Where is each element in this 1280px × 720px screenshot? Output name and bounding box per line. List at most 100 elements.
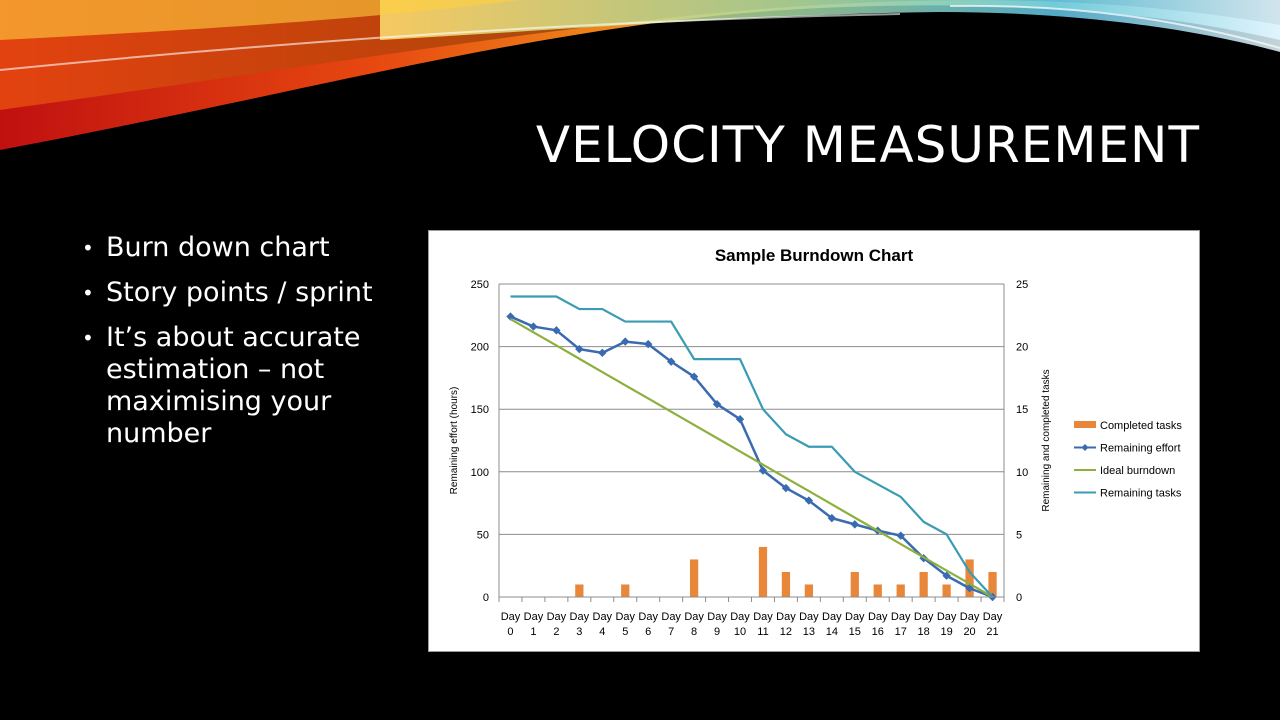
x-tick-label: Day	[730, 611, 750, 623]
x-tick-label: Day	[615, 611, 635, 623]
x-tick-label: Day	[891, 611, 911, 623]
remaining-effort-marker	[965, 584, 974, 593]
y2-tick-label: 25	[1016, 279, 1028, 291]
remaining-effort-marker	[689, 372, 699, 381]
burndown-chart: Sample Burndown Chart 0 50 100 150 200 250 0 5 1…	[428, 230, 1200, 652]
y2-tick-label: 20	[1016, 342, 1028, 354]
remaining-effort-marker	[735, 415, 745, 424]
completed-tasks-bar	[781, 571, 791, 597]
y2-tick-label: 0	[1016, 592, 1022, 604]
completed-tasks-bar	[965, 559, 974, 597]
y-tick-label: 0	[483, 592, 489, 604]
completed-tasks-bar	[575, 584, 584, 597]
bullet-list: Burn down chart Story points / sprint It…	[82, 232, 402, 463]
completed-tasks-bars	[575, 546, 997, 597]
bullet-item: It’s about accurate estimation – not max…	[82, 322, 402, 450]
legend-swatch	[1074, 421, 1096, 428]
x-tick-label: 19	[940, 626, 952, 638]
chart-svg: Sample Burndown Chart 0 50 100 150 200 250 0 5 1…	[449, 246, 1182, 638]
axes: 0 50 100 150 200 250 0 5 10 15 20 25 Day 0 Day 1 Day 2 Day…	[449, 279, 1052, 638]
ideal-burndown-line	[509, 318, 994, 598]
x-tick-label: 2	[553, 626, 559, 638]
x-tick-label: Day	[524, 611, 544, 623]
x-tick-label: Day	[845, 611, 865, 623]
x-tick-label: Day	[799, 611, 819, 623]
y2-tick-label: 5	[1016, 529, 1022, 541]
legend-label: Remaining effort	[1100, 443, 1181, 455]
bullet-item: Story points / sprint	[82, 277, 402, 309]
x-tick-label: 14	[826, 626, 838, 638]
x-tick-label: 13	[803, 626, 815, 638]
legend-label: Remaining tasks	[1100, 488, 1182, 500]
completed-tasks-bar	[873, 584, 882, 597]
x-tick-label: 4	[599, 626, 605, 638]
x-tick-label: Day	[547, 611, 567, 623]
x-tick-label: 10	[734, 626, 746, 638]
x-tick-label: Day	[501, 611, 521, 623]
decorative-swoosh	[0, 0, 1280, 150]
completed-tasks-bar	[758, 546, 768, 597]
legend-label: Ideal burndown	[1100, 465, 1175, 477]
x-tick-label: 17	[895, 626, 907, 638]
completed-tasks-bar	[988, 571, 997, 597]
y-tick-label: 200	[471, 342, 489, 354]
x-tick-label: 12	[780, 626, 792, 638]
y-tick-label: 250	[471, 279, 489, 291]
y2-tick-label: 15	[1016, 404, 1028, 416]
x-tick-label: Day	[822, 611, 842, 623]
x-tick-label: Day	[868, 611, 888, 623]
x-tick-label: Day	[707, 611, 727, 623]
x-tick-label: Day	[776, 611, 796, 623]
x-tick-label: 3	[576, 626, 582, 638]
y2-tick-label: 10	[1016, 467, 1028, 479]
x-tick-label: 5	[622, 626, 628, 638]
completed-tasks-bar	[850, 571, 859, 597]
x-tick-label: 7	[668, 626, 674, 638]
x-tick-label: Day	[753, 611, 773, 623]
remaining-tasks-line	[510, 295, 994, 598]
y-axis-title: Remaining effort (hours)	[449, 387, 460, 495]
y-tick-label: 50	[477, 529, 489, 541]
x-tick-label: Day	[914, 611, 934, 623]
remaining-effort-line	[509, 315, 993, 599]
y2-axis-title: Remaining and completed tasks	[1041, 369, 1052, 511]
completed-tasks-bar	[896, 584, 905, 597]
completed-tasks-bar	[804, 584, 814, 597]
x-tick-label: Day	[684, 611, 704, 623]
x-tick-label: 18	[918, 626, 930, 638]
completed-tasks-bar	[621, 584, 630, 597]
x-tick-label: Day	[960, 611, 980, 623]
slide-title: VELOCITY MEASUREMENT	[535, 116, 1200, 174]
legend: Completed tasks Remaining effort Ideal bur…	[1074, 420, 1182, 500]
x-tick-label: Day	[983, 611, 1003, 623]
completed-tasks-bar	[942, 584, 951, 597]
x-tick-label: 20	[963, 626, 975, 638]
remaining-effort-marker	[850, 520, 859, 529]
x-tick-label: 21	[986, 626, 998, 638]
completed-tasks-bar	[689, 559, 699, 597]
x-tick-label: 1	[530, 626, 536, 638]
chart-title: Sample Burndown Chart	[715, 246, 914, 265]
remaining-effort-marker	[621, 337, 630, 346]
x-tick-label: 15	[849, 626, 861, 638]
x-tick-label: Day	[593, 611, 613, 623]
x-tick-label: Day	[661, 611, 681, 623]
x-tick-label: 16	[872, 626, 884, 638]
x-tick-label: Day	[638, 611, 658, 623]
legend-marker	[1081, 444, 1089, 451]
legend-label: Completed tasks	[1100, 420, 1182, 432]
completed-tasks-bar	[919, 571, 928, 597]
gridlines	[499, 283, 1004, 598]
remaining-effort-marker	[598, 348, 607, 358]
x-tick-label: 9	[714, 626, 720, 638]
y-tick-label: 100	[471, 467, 489, 479]
bullet-item: Burn down chart	[82, 232, 402, 264]
remaining-effort-marker	[552, 326, 561, 335]
series-lines	[506, 295, 997, 602]
x-tick-label: Day	[570, 611, 590, 623]
x-tick-label: 6	[645, 626, 651, 638]
x-tick-label: 8	[691, 626, 697, 638]
y-tick-label: 150	[471, 404, 489, 416]
x-tick-label: 11	[757, 626, 768, 638]
remaining-effort-marker	[804, 496, 814, 505]
